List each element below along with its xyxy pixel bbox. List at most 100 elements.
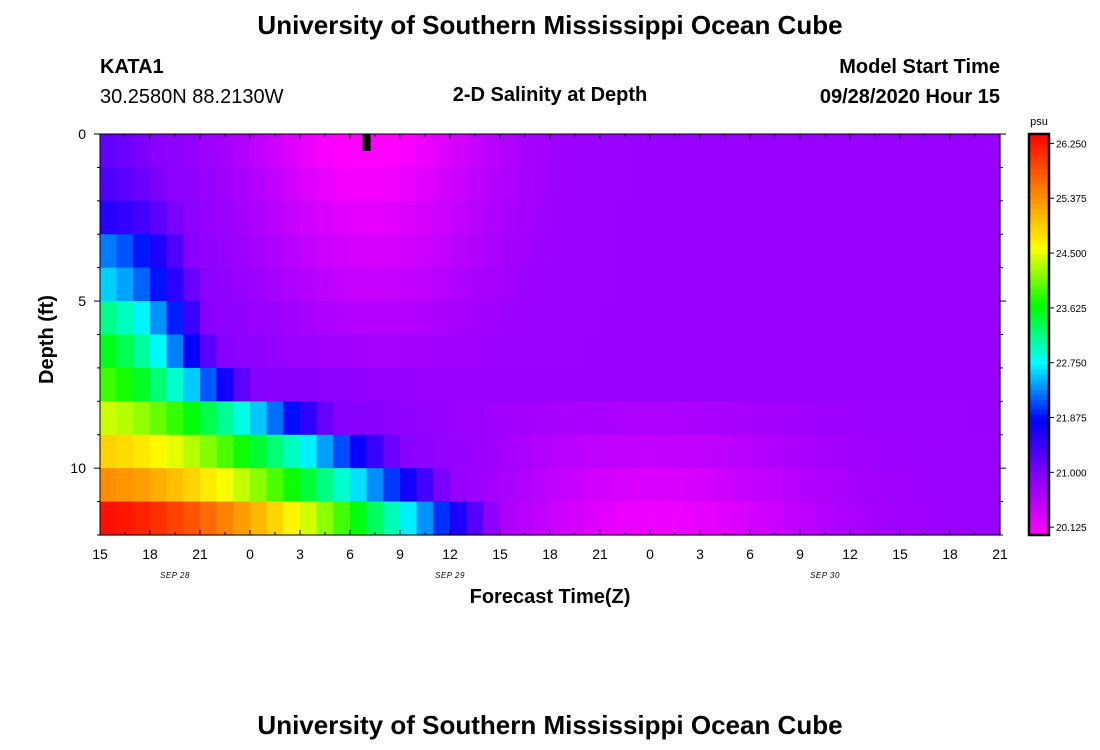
heatmap-cell bbox=[166, 301, 184, 336]
heatmap-cell bbox=[683, 468, 701, 503]
colorbar-frame bbox=[1027, 132, 1051, 537]
heatmap-cell bbox=[400, 301, 418, 336]
colorbar-segment bbox=[1029, 134, 1049, 140]
heatmap-cell bbox=[416, 501, 434, 536]
heatmap-cell bbox=[866, 434, 884, 469]
heatmap-cell bbox=[616, 501, 634, 536]
heatmap-cell bbox=[350, 401, 368, 436]
heatmap-cell bbox=[783, 367, 801, 402]
heatmap-cell bbox=[783, 134, 801, 169]
colorbar-segment bbox=[1029, 234, 1049, 240]
heatmap-cell bbox=[366, 401, 384, 436]
colorbar-segment bbox=[1029, 284, 1049, 290]
heatmap-cell bbox=[766, 134, 784, 169]
heatmap-cell bbox=[250, 234, 268, 269]
colorbar-segment bbox=[1029, 299, 1049, 306]
heatmap-cell bbox=[516, 134, 534, 169]
heatmap-cell bbox=[866, 367, 884, 402]
colorbar-segment bbox=[1029, 454, 1049, 461]
heatmap-cell bbox=[533, 267, 551, 302]
heatmap-cell bbox=[483, 134, 501, 169]
heatmap-cell bbox=[483, 367, 501, 402]
heatmap-cell bbox=[900, 200, 918, 235]
heatmap-cell bbox=[616, 134, 634, 169]
heatmap-cell bbox=[533, 301, 551, 336]
heatmap-cell bbox=[100, 334, 118, 369]
heatmap-cell bbox=[450, 167, 468, 202]
heatmap-cell bbox=[400, 367, 418, 402]
heatmap-cell bbox=[100, 434, 118, 469]
heatmap-cell bbox=[366, 134, 384, 169]
heatmap-cell bbox=[333, 134, 351, 169]
heatmap-cell bbox=[850, 200, 868, 235]
colorbar-segment bbox=[1029, 304, 1049, 311]
heatmap-cell bbox=[233, 134, 251, 169]
heatmap-cell bbox=[183, 167, 201, 202]
heatmap-cell bbox=[366, 468, 384, 503]
heatmap-cell bbox=[516, 301, 534, 336]
heatmap-cell bbox=[666, 468, 684, 503]
heatmap-cell bbox=[550, 301, 568, 336]
heatmap-cell bbox=[783, 468, 801, 503]
heatmap-cell bbox=[233, 267, 251, 302]
heatmap-cell bbox=[483, 501, 501, 536]
heatmap-cell bbox=[983, 468, 1001, 503]
heatmap-cell bbox=[783, 301, 801, 336]
heatmap-cell bbox=[533, 167, 551, 202]
heatmap-cell bbox=[233, 234, 251, 269]
heatmap-cell bbox=[400, 401, 418, 436]
heatmap-cell bbox=[266, 468, 284, 503]
heatmap-cell bbox=[466, 234, 484, 269]
heatmap-cell bbox=[316, 334, 334, 369]
heatmap-cell bbox=[966, 501, 984, 536]
colorbar-segment bbox=[1029, 169, 1049, 175]
heatmap-cell bbox=[700, 200, 718, 235]
heatmap-cell bbox=[466, 401, 484, 436]
heatmap-cell bbox=[200, 267, 218, 302]
heatmap-cell bbox=[600, 200, 618, 235]
x-tick-label: 12 bbox=[442, 546, 458, 562]
heatmap-cell bbox=[883, 401, 901, 436]
heatmap-cell bbox=[500, 267, 518, 302]
heatmap-cell bbox=[450, 468, 468, 503]
heatmap-cell bbox=[916, 468, 934, 503]
heatmap-cell bbox=[600, 234, 618, 269]
colorbar-segment bbox=[1029, 519, 1049, 526]
heatmap-cells bbox=[100, 134, 1001, 536]
heatmap-cell bbox=[450, 367, 468, 402]
heatmap-cell bbox=[183, 367, 201, 402]
heatmap-cell bbox=[666, 134, 684, 169]
heatmap-cell bbox=[100, 367, 118, 402]
heatmap-cell bbox=[250, 200, 268, 235]
heatmap-cell bbox=[350, 200, 368, 235]
heatmap-cell bbox=[933, 167, 951, 202]
heatmap-cell bbox=[416, 134, 434, 169]
heatmap-cell bbox=[433, 501, 451, 536]
heatmap-cell bbox=[216, 367, 234, 402]
heatmap-cell bbox=[983, 367, 1001, 402]
heatmap-cell bbox=[433, 267, 451, 302]
heatmap-cell bbox=[283, 167, 301, 202]
heatmap-cell bbox=[483, 401, 501, 436]
heatmap-cell bbox=[433, 401, 451, 436]
heatmap-cell bbox=[733, 434, 751, 469]
heatmap-cell bbox=[716, 468, 734, 503]
heatmap-cell bbox=[150, 301, 168, 336]
heatmap-cell bbox=[533, 367, 551, 402]
heatmap-cell bbox=[833, 501, 851, 536]
heatmap-cell bbox=[616, 367, 634, 402]
heatmap-cell bbox=[900, 367, 918, 402]
heatmap-cell bbox=[800, 301, 818, 336]
heatmap-cell bbox=[333, 234, 351, 269]
heatmap-cell bbox=[333, 334, 351, 369]
heatmap-cell bbox=[166, 167, 184, 202]
heatmap-cell bbox=[750, 334, 768, 369]
colorbar-segment bbox=[1029, 174, 1049, 180]
heatmap-cell bbox=[400, 167, 418, 202]
heatmap-cell bbox=[716, 334, 734, 369]
heatmap-cell bbox=[566, 134, 584, 169]
heatmap-cell bbox=[733, 367, 751, 402]
heatmap-cell bbox=[650, 167, 668, 202]
colorbar-tick-label: 20.125 bbox=[1056, 523, 1087, 534]
heatmap-cell bbox=[500, 468, 518, 503]
